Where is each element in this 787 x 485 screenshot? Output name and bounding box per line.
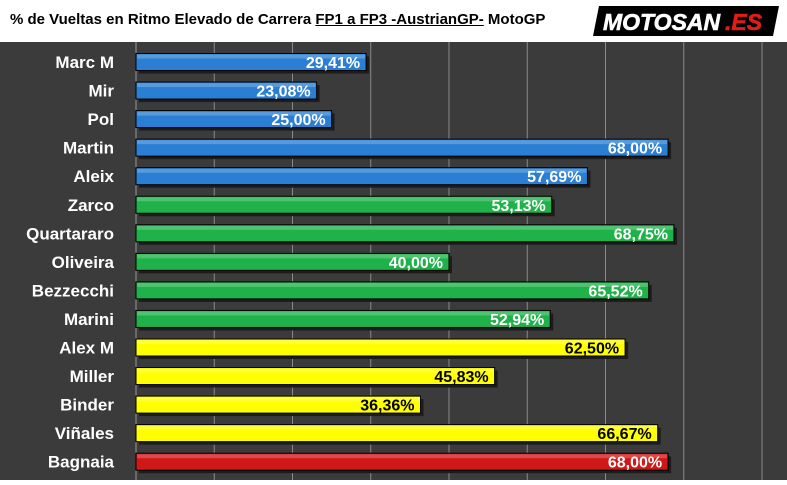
title-prefix: % de Vueltas en Ritmo Elevado de Carrera	[10, 11, 316, 28]
bar-highlight	[137, 368, 494, 373]
data-label: 66,67%	[597, 426, 651, 443]
title-suffix: MotoGP	[483, 11, 546, 28]
bar	[135, 224, 675, 243]
category-label: Zarco	[68, 196, 114, 215]
bar-highlight	[137, 254, 448, 259]
bar	[135, 367, 496, 386]
data-label: 45,83%	[434, 369, 488, 386]
data-label: 65,52%	[588, 283, 642, 300]
category-label: Marini	[64, 310, 114, 329]
category-label: Oliveira	[52, 253, 115, 272]
category-label: Marc M	[55, 53, 114, 72]
bar	[135, 338, 626, 357]
bar-highlight	[137, 54, 366, 59]
data-label: 68,00%	[608, 141, 662, 158]
bar	[135, 395, 422, 414]
category-label: Viñales	[55, 424, 114, 443]
bar	[135, 53, 367, 71]
bar-highlight	[137, 282, 648, 287]
bar-highlight	[137, 425, 657, 430]
bar	[135, 110, 333, 129]
bar-chart: Marc M 29,41% Mir 23,08% Pol 25,00% Martin 68,0…	[26, 42, 763, 480]
bar-highlight	[137, 311, 550, 316]
category-label: Miller	[70, 367, 115, 386]
title-underlined: FP1 a FP3 -AustrianGP-	[315, 11, 484, 28]
data-label: 53,13%	[491, 198, 545, 215]
bar	[135, 195, 553, 214]
bar	[135, 452, 669, 471]
motosan-logo: MOTOSAN .ES	[593, 6, 779, 36]
category-label: Pol	[88, 110, 114, 129]
category-label: Bagnaia	[48, 453, 115, 472]
category-label: Bezzecchi	[32, 281, 114, 300]
category-label: Quartararo	[26, 224, 114, 243]
data-label: 23,08%	[256, 84, 310, 101]
logo-brand: MOTOSAN	[603, 9, 721, 35]
bar	[135, 167, 588, 186]
data-label: 29,41%	[306, 55, 360, 72]
category-label: Alex M	[59, 339, 114, 358]
data-label: 62,50%	[565, 341, 619, 358]
bar-highlight	[137, 168, 587, 173]
category-label: Mir	[89, 82, 115, 101]
bar	[135, 281, 650, 300]
bar	[135, 309, 551, 328]
category-label: Martin	[63, 139, 114, 158]
bar-highlight	[137, 454, 668, 459]
data-label: 40,00%	[389, 255, 443, 272]
bar	[135, 424, 659, 443]
bar-highlight	[137, 140, 668, 145]
category-label: Aleix	[73, 167, 114, 186]
bar-highlight	[137, 225, 673, 230]
category-label: Binder	[60, 396, 114, 415]
data-label: 52,94%	[490, 312, 544, 329]
bar	[135, 252, 450, 271]
bar-highlight	[137, 197, 551, 202]
logo-suffix: .ES	[725, 9, 763, 35]
bar-highlight	[137, 397, 420, 402]
data-label: 25,00%	[271, 112, 325, 129]
data-label: 36,36%	[360, 398, 414, 415]
bar-highlight	[137, 111, 331, 116]
bar-highlight	[137, 340, 625, 344]
chart-title: % de Vueltas en Ritmo Elevado de Carrera…	[10, 11, 545, 28]
bar-highlight	[137, 83, 316, 88]
plot-area: Marc M 29,41% Mir 23,08% Pol 25,00% Martin 68,0…	[0, 42, 787, 480]
data-label: 68,75%	[614, 226, 668, 243]
data-label: 68,00%	[608, 455, 662, 472]
title-bar: % de Vueltas en Ritmo Elevado de Carrera…	[0, 0, 787, 42]
bar	[135, 81, 318, 100]
bar	[135, 138, 669, 157]
data-label: 57,69%	[527, 169, 581, 186]
